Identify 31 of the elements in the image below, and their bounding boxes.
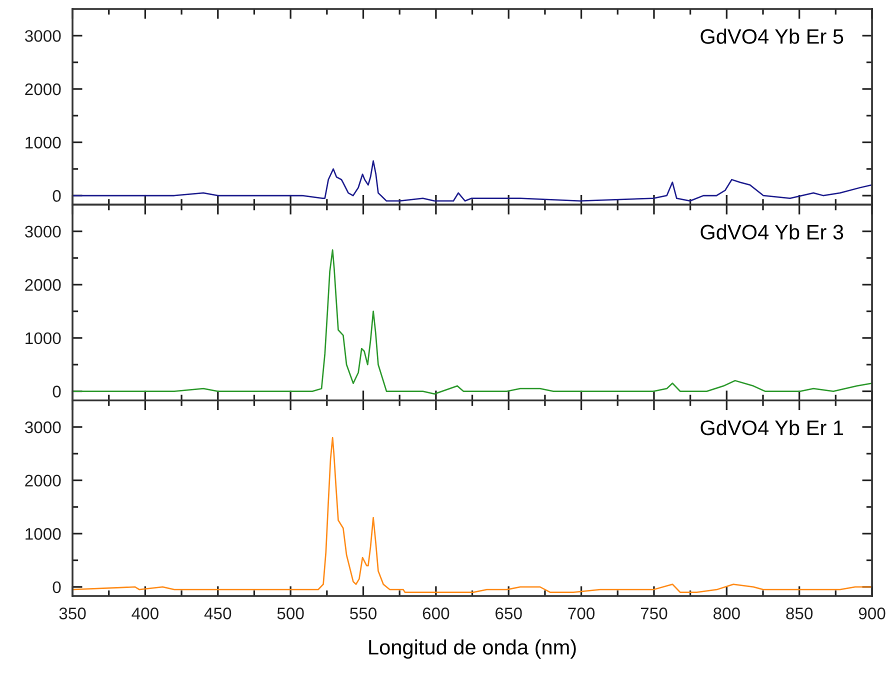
- x-tick-label: 750: [640, 608, 668, 620]
- x-tick-label: 600: [422, 608, 450, 620]
- x-tick-label: 850: [786, 608, 813, 620]
- y-tick-label: 0: [52, 190, 61, 202]
- x-tick-label: 800: [713, 608, 740, 620]
- x-tick-label: 550: [350, 608, 377, 620]
- y-tick-label: 1000: [26, 136, 61, 149]
- y-tick-label: 3000: [24, 421, 61, 434]
- x-tick-label: 350: [59, 608, 86, 620]
- y-tick-label: 0: [52, 386, 61, 398]
- x-axis-title: Longitud de onda (nm): [369, 639, 576, 659]
- line-series: [72, 436, 872, 593]
- line-series: [72, 160, 872, 202]
- y-tick-label: 1000: [26, 332, 61, 344]
- x-tick-label: 650: [496, 608, 522, 620]
- annotation: GdVO4 Yb Er 5: [700, 28, 844, 44]
- x-tick-label: 450: [204, 608, 232, 620]
- annotation: GdVO4 Yb Er 3: [700, 224, 844, 240]
- y-tick-label: 0: [52, 581, 61, 594]
- annotation: GdVO4 Yb Er 1: [700, 420, 844, 436]
- x-tick-label: 700: [568, 608, 595, 620]
- x-tick-label: 500: [277, 608, 304, 620]
- y-tick-label: 2000: [25, 279, 61, 291]
- line-series: [72, 249, 872, 395]
- y-tick-label: 2000: [25, 83, 61, 96]
- x-tick-label: 400: [132, 608, 158, 620]
- y-tick-label: 2000: [25, 474, 61, 487]
- y-tick-label: 3000: [24, 226, 61, 238]
- y-tick-label: 1000: [26, 528, 61, 540]
- x-tick-label: 900: [858, 608, 886, 620]
- y-tick-label: 3000: [24, 30, 61, 42]
